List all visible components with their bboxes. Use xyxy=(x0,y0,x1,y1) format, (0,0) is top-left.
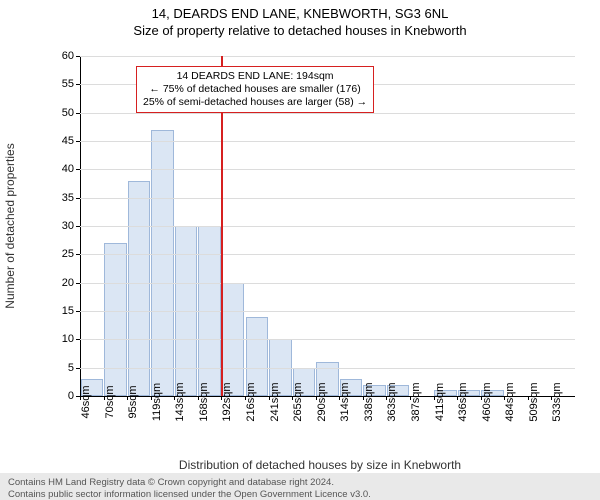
gridline xyxy=(80,169,575,170)
x-tick-label: 460sqm xyxy=(481,382,493,421)
x-tick-mark xyxy=(127,396,128,400)
x-tick-label: 241sqm xyxy=(269,382,281,421)
y-tick-label: 30 xyxy=(62,220,74,232)
y-axis-label: Number of detached properties xyxy=(3,143,17,308)
y-tick-label: 40 xyxy=(62,163,74,175)
x-tick-label: 533sqm xyxy=(551,382,563,421)
property-info-box: 14 DEARDS END LANE: 194sqm← 75% of detac… xyxy=(136,66,374,113)
y-tick-mark xyxy=(76,311,80,312)
histogram-bar xyxy=(128,181,150,396)
y-tick-mark xyxy=(76,254,80,255)
x-tick-mark xyxy=(151,396,152,400)
x-tick-label: 168sqm xyxy=(198,382,210,421)
gridline xyxy=(80,56,575,57)
info-box-line: ← 75% of detached houses are smaller (17… xyxy=(143,83,367,96)
y-tick-label: 45 xyxy=(62,135,74,147)
x-tick-label: 509sqm xyxy=(528,382,540,421)
y-tick-label: 35 xyxy=(62,192,74,204)
y-tick-label: 55 xyxy=(62,78,74,90)
chart-subtitle: Size of property relative to detached ho… xyxy=(0,23,600,38)
y-tick-mark xyxy=(76,56,80,57)
x-tick-mark xyxy=(269,396,270,400)
y-tick-mark xyxy=(76,113,80,114)
x-tick-mark xyxy=(363,396,364,400)
x-tick-mark xyxy=(481,396,482,400)
x-tick-label: 411sqm xyxy=(434,383,446,421)
x-tick-label: 216sqm xyxy=(245,382,257,421)
y-tick-label: 50 xyxy=(62,107,74,119)
x-tick-label: 265sqm xyxy=(292,382,304,421)
gridline xyxy=(80,368,575,369)
gridline xyxy=(80,226,575,227)
y-tick-label: 5 xyxy=(68,362,74,374)
x-tick-label: 119sqm xyxy=(151,383,163,421)
y-tick-label: 15 xyxy=(62,305,74,317)
x-tick-mark xyxy=(104,396,105,400)
y-tick-mark xyxy=(76,141,80,142)
x-tick-label: 338sqm xyxy=(363,382,375,421)
chart-area: 05101520253035404550556046sqm70sqm95sqm1… xyxy=(60,56,580,436)
histogram-bar xyxy=(104,243,126,396)
x-tick-label: 363sqm xyxy=(386,382,398,421)
x-tick-label: 46sqm xyxy=(80,385,92,418)
x-tick-mark xyxy=(386,396,387,400)
x-tick-label: 484sqm xyxy=(504,382,516,421)
chart-title: 14, DEARDS END LANE, KNEBWORTH, SG3 6NL xyxy=(0,6,600,21)
gridline xyxy=(80,311,575,312)
y-tick-mark xyxy=(76,169,80,170)
gridline xyxy=(80,339,575,340)
plot-area: 05101520253035404550556046sqm70sqm95sqm1… xyxy=(80,56,575,397)
gridline xyxy=(80,198,575,199)
x-tick-mark xyxy=(434,396,435,400)
x-tick-mark xyxy=(339,396,340,400)
y-tick-label: 25 xyxy=(62,248,74,260)
x-tick-label: 70sqm xyxy=(104,385,116,418)
x-tick-label: 95sqm xyxy=(127,385,139,418)
gridline xyxy=(80,141,575,142)
y-tick-mark xyxy=(76,283,80,284)
x-tick-mark xyxy=(198,396,199,400)
x-tick-label: 436sqm xyxy=(457,382,469,421)
info-box-line: 25% of semi-detached houses are larger (… xyxy=(143,96,367,109)
x-tick-mark xyxy=(528,396,529,400)
footer-line: Contains HM Land Registry data © Crown c… xyxy=(8,477,592,489)
gridline xyxy=(80,254,575,255)
x-tick-mark xyxy=(80,396,81,400)
x-tick-label: 290sqm xyxy=(316,382,328,421)
x-tick-mark xyxy=(551,396,552,400)
x-tick-mark xyxy=(410,396,411,400)
y-tick-label: 10 xyxy=(62,333,74,345)
chart-container: 14, DEARDS END LANE, KNEBWORTH, SG3 6NL … xyxy=(0,6,600,500)
info-box-line: 14 DEARDS END LANE: 194sqm xyxy=(143,70,367,83)
x-tick-mark xyxy=(245,396,246,400)
x-tick-mark xyxy=(221,396,222,400)
y-tick-mark xyxy=(76,198,80,199)
gridline xyxy=(80,283,575,284)
y-tick-label: 0 xyxy=(68,390,74,402)
y-tick-mark xyxy=(76,226,80,227)
x-tick-label: 387sqm xyxy=(410,382,422,421)
x-tick-mark xyxy=(504,396,505,400)
x-tick-mark xyxy=(316,396,317,400)
x-tick-mark xyxy=(292,396,293,400)
y-tick-mark xyxy=(76,339,80,340)
footer-line: Contains public sector information licen… xyxy=(8,489,592,500)
y-tick-label: 60 xyxy=(62,50,74,62)
x-tick-mark xyxy=(457,396,458,400)
x-tick-label: 143sqm xyxy=(174,382,186,421)
x-tick-mark xyxy=(174,396,175,400)
y-tick-label: 20 xyxy=(62,277,74,289)
x-axis-label: Distribution of detached houses by size … xyxy=(179,458,461,472)
x-tick-label: 314sqm xyxy=(339,382,351,421)
y-tick-mark xyxy=(76,368,80,369)
y-tick-mark xyxy=(76,84,80,85)
footer-attribution: Contains HM Land Registry data © Crown c… xyxy=(0,473,600,500)
